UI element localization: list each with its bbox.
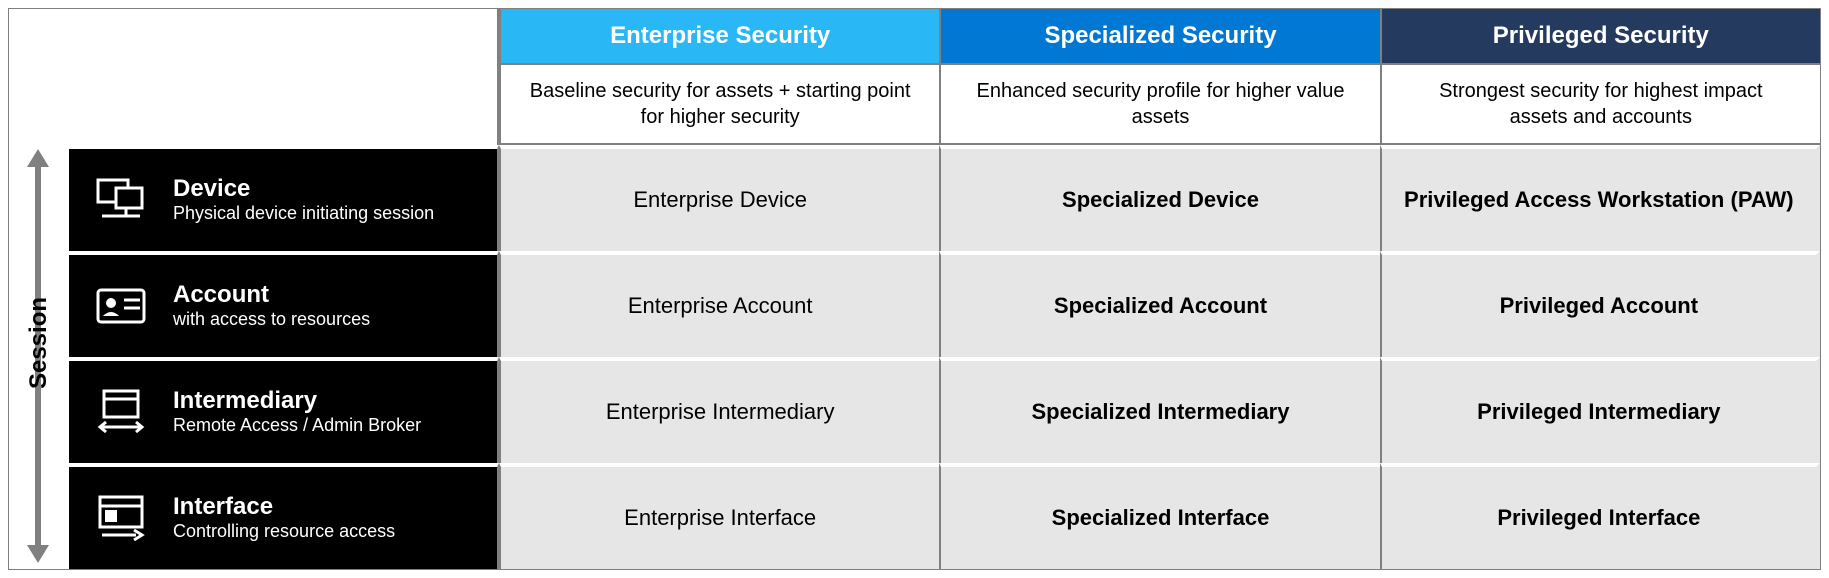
col-header-enterprise: Enterprise Security (499, 9, 939, 65)
row-title-interface: Interface (173, 493, 395, 521)
col-header-specialized: Specialized Security (939, 9, 1379, 65)
row-title-account: Account (173, 281, 370, 309)
row-header-interface: Interface Controlling resource access (69, 463, 499, 569)
cell-interface-specialized: Specialized Interface (939, 463, 1379, 569)
col-sub-enterprise: Baseline security for assets + starting … (499, 65, 939, 145)
arrow-down-icon (27, 545, 49, 563)
row-title-device: Device (173, 175, 434, 203)
security-grid: Enterprise Security Specialized Security… (69, 9, 1820, 569)
session-label: Session (25, 297, 53, 389)
cell-device-enterprise: Enterprise Device (499, 145, 939, 251)
cell-interface-privileged: Privileged Interface (1380, 463, 1820, 569)
row-header-intermediary: Intermediary Remote Access / Admin Broke… (69, 357, 499, 463)
cell-device-specialized: Specialized Device (939, 145, 1379, 251)
row-sub-device: Physical device initiating session (173, 203, 434, 225)
cell-intermediary-enterprise: Enterprise Intermediary (499, 357, 939, 463)
account-icon (93, 278, 149, 334)
cell-account-specialized: Specialized Account (939, 251, 1379, 357)
intermediary-icon (93, 384, 149, 440)
row-header-device: Device Physical device initiating sessio… (69, 145, 499, 251)
interface-icon (93, 490, 149, 546)
row-sub-intermediary: Remote Access / Admin Broker (173, 415, 421, 437)
col-sub-privileged: Strongest security for highest impact as… (1380, 65, 1820, 145)
cell-intermediary-privileged: Privileged Intermediary (1380, 357, 1820, 463)
col-header-privileged: Privileged Security (1380, 9, 1820, 65)
arrow-up-icon (27, 149, 49, 167)
session-rail: Session (9, 9, 69, 569)
cell-device-privileged: Privileged Access Workstation (PAW) (1380, 145, 1820, 251)
cell-intermediary-specialized: Specialized Intermediary (939, 357, 1379, 463)
device-icon (93, 172, 149, 228)
blank-corner (69, 9, 499, 145)
cell-interface-enterprise: Enterprise Interface (499, 463, 939, 569)
cell-account-privileged: Privileged Account (1380, 251, 1820, 357)
row-header-account: Account with access to resources (69, 251, 499, 357)
row-title-intermediary: Intermediary (173, 387, 421, 415)
row-sub-account: with access to resources (173, 309, 370, 331)
row-sub-interface: Controlling resource access (173, 521, 395, 543)
security-matrix-frame: Session Enterprise Security Specialized … (8, 8, 1821, 570)
col-sub-specialized: Enhanced security profile for higher val… (939, 65, 1379, 145)
cell-account-enterprise: Enterprise Account (499, 251, 939, 357)
